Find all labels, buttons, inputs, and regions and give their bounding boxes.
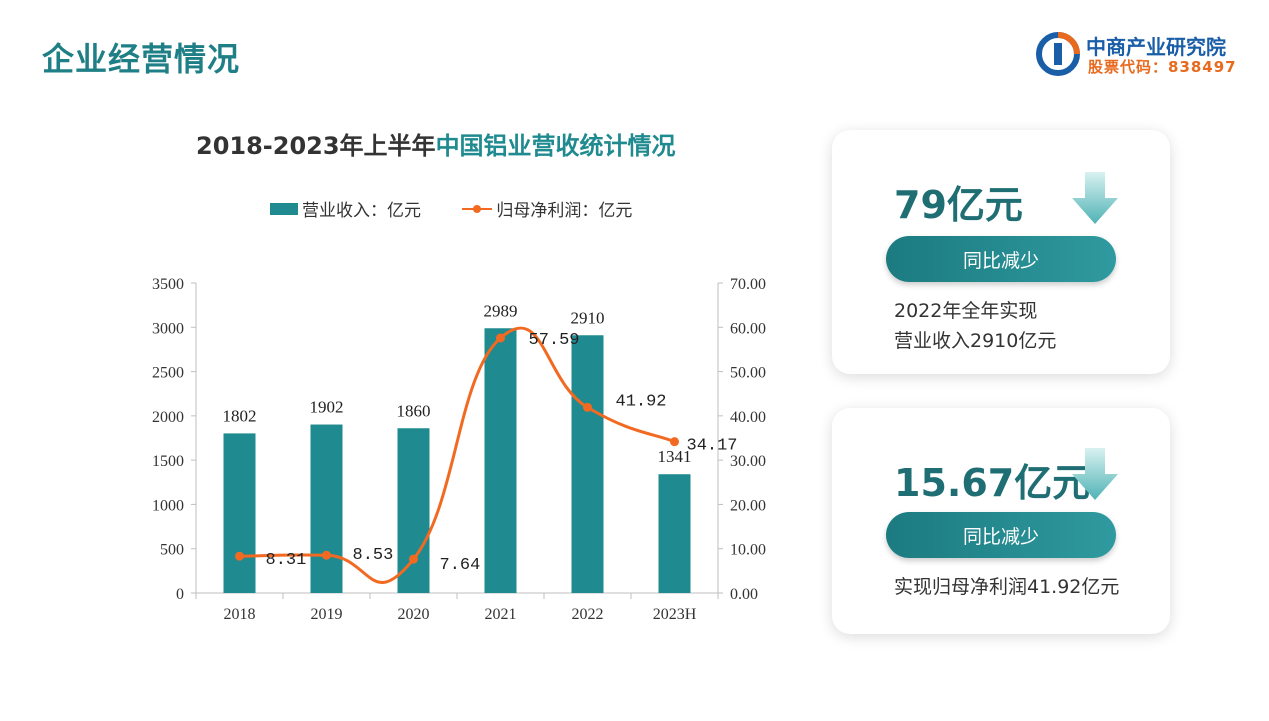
profit-point-label: 8.53 bbox=[353, 546, 394, 565]
profit-decrease-value: 15.67亿元 bbox=[894, 461, 1091, 505]
profit-line bbox=[239, 326, 676, 584]
logo-name: 中商产业研究院 bbox=[1086, 35, 1226, 59]
arrow-down-icon bbox=[1072, 448, 1118, 500]
revenue-summary-card: 79亿元 同比减少 2022年全年实现 营业收入2910亿元 bbox=[832, 130, 1170, 374]
combo-chart: 0 500 1000 1500 2000 2500 3000 3500 0.00 10.00 20.… bbox=[152, 276, 766, 623]
legend-item-profit: 归母净利润：亿元 bbox=[462, 196, 632, 221]
y-left-tick-label: 500 bbox=[160, 542, 184, 559]
profit-description: 实现归母净利润41.92亿元 bbox=[894, 572, 1119, 602]
y-left-tick-label: 0 bbox=[176, 586, 184, 603]
y-left-tick-label: 2000 bbox=[152, 409, 184, 426]
revenue-bar-label: 1802 bbox=[223, 406, 257, 425]
logo-stock-code: 股票代码：838497 bbox=[1088, 58, 1237, 76]
profit-yoy-badge: 同比减少 bbox=[886, 512, 1116, 558]
profit-point bbox=[496, 333, 505, 343]
legend-item-revenue: 营业收入：亿元 bbox=[270, 196, 421, 221]
revenue-bar bbox=[397, 428, 430, 593]
legend-line-swatch-icon bbox=[462, 203, 493, 215]
revenue-desc-line-2: 营业收入2910亿元 bbox=[894, 330, 1057, 352]
revenue-bar bbox=[571, 335, 604, 593]
revenue-bar-label: 1902 bbox=[310, 398, 344, 417]
revenue-desc-line-1: 2022年全年实现 bbox=[894, 300, 1038, 322]
chart-title-highlight: 中国铝业营收统计情况 bbox=[435, 132, 676, 160]
y-right-tick-label: 40.00 bbox=[730, 409, 766, 426]
revenue-bar bbox=[658, 474, 691, 593]
y-right-tick-label: 0.00 bbox=[730, 586, 758, 603]
y-right-tick-label: 20.00 bbox=[730, 497, 766, 514]
profit-point-label: 7.64 bbox=[440, 556, 481, 575]
profit-point bbox=[322, 550, 331, 560]
revenue-bar-label: 2910 bbox=[571, 308, 605, 327]
x-tick-label: 2019 bbox=[311, 606, 343, 623]
x-tick-label: 2021 bbox=[485, 606, 517, 623]
y-right-tick-label: 10.00 bbox=[730, 542, 766, 559]
brand-logo: 中商产业研究院 股票代码：838497 bbox=[1036, 30, 1256, 78]
profit-summary-card: 15.67亿元 同比减少 实现归母净利润41.92亿元 bbox=[832, 408, 1170, 634]
y-right-tick-label: 50.00 bbox=[730, 365, 766, 382]
profit-point bbox=[670, 437, 679, 447]
revenue-decrease-value: 79亿元 bbox=[894, 183, 1023, 227]
page-title: 企业经营情况 bbox=[42, 40, 241, 78]
profit-desc-line-1: 实现归母净利润41.92亿元 bbox=[894, 576, 1120, 598]
revenue-bar bbox=[223, 433, 256, 593]
revenue-description: 2022年全年实现 营业收入2910亿元 bbox=[894, 296, 1056, 356]
y-right-tick-label: 70.00 bbox=[730, 276, 766, 293]
revenue-bar bbox=[310, 424, 343, 593]
chart-legend: 营业收入：亿元 归母净利润：亿元 bbox=[270, 196, 668, 221]
y-left-tick-label: 1000 bbox=[152, 497, 184, 514]
y-right-tick-label: 30.00 bbox=[730, 453, 766, 470]
profit-point-label: 57.59 bbox=[529, 331, 580, 350]
chart-title-plain: 2018-2023年上半年 bbox=[196, 132, 436, 160]
profit-point-label: 8.31 bbox=[266, 551, 307, 570]
profit-point bbox=[235, 551, 244, 561]
profit-point-label: 41.92 bbox=[616, 392, 667, 411]
x-tick-label: 2020 bbox=[398, 606, 430, 623]
legend-bar-swatch-icon bbox=[270, 202, 298, 215]
y-left-tick-label: 1500 bbox=[152, 453, 184, 470]
x-tick-label: 2018 bbox=[224, 606, 256, 623]
y-left-tick-label: 2500 bbox=[152, 365, 184, 382]
revenue-yoy-badge: 同比减少 bbox=[886, 236, 1116, 282]
chart-title: 2018-2023年上半年中国铝业营收统计情况 bbox=[196, 126, 676, 161]
profit-point-label: 34.17 bbox=[687, 437, 738, 456]
y-left-tick-label: 3000 bbox=[152, 320, 184, 337]
y-right-tick-label: 60.00 bbox=[730, 320, 766, 337]
revenue-bar bbox=[484, 328, 517, 593]
profit-point bbox=[583, 402, 592, 412]
y-left-tick-label: 3500 bbox=[152, 276, 184, 293]
x-tick-label: 2023H bbox=[653, 606, 697, 623]
x-tick-label: 2022 bbox=[572, 606, 604, 623]
revenue-bar-label: 1341 bbox=[658, 447, 692, 466]
logo-mark-icon bbox=[1036, 32, 1080, 76]
revenue-bar-label: 1860 bbox=[397, 401, 431, 420]
revenue-bar-label: 2989 bbox=[484, 301, 518, 320]
arrow-down-icon bbox=[1072, 172, 1118, 224]
profit-point bbox=[409, 554, 418, 564]
legend-label-profit: 归母净利润：亿元 bbox=[496, 201, 633, 221]
legend-label-revenue: 营业收入：亿元 bbox=[302, 201, 421, 221]
